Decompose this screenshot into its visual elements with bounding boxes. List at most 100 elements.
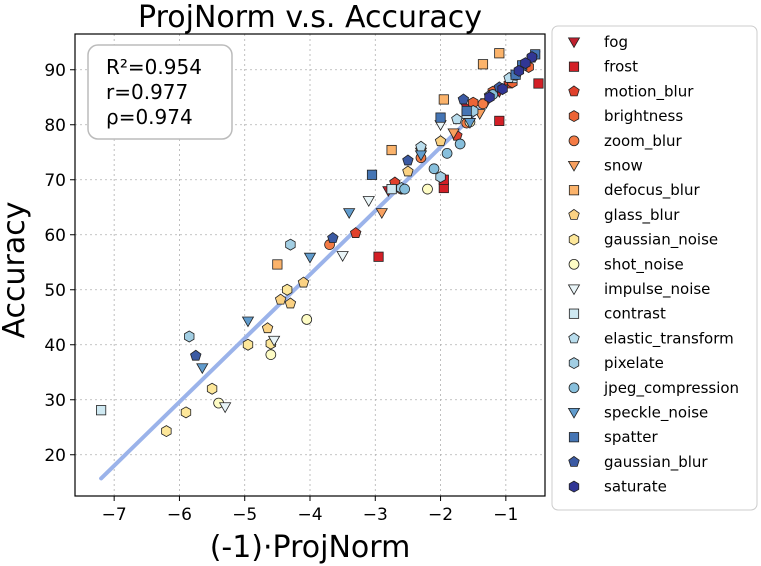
legend-item: defocus_blur xyxy=(568,181,700,200)
stats-pearson-r: r=0.977 xyxy=(106,80,188,104)
legend-marker xyxy=(568,85,580,97)
legend-item: snow xyxy=(567,157,643,175)
data-point xyxy=(375,208,388,220)
legend-label: elastic_transform xyxy=(604,329,734,348)
y-tick-label: 90 xyxy=(44,61,66,81)
data-point xyxy=(190,349,202,361)
stats-box: R²=0.954 r=0.977 ρ=0.974 xyxy=(87,44,233,140)
legend-label: pixelate xyxy=(604,354,664,372)
legend-item: impulse_noise xyxy=(567,280,710,299)
data-point xyxy=(494,115,505,126)
series-gaussian-noise xyxy=(161,283,293,438)
data-point xyxy=(520,57,531,70)
legend-item: frost xyxy=(568,58,638,76)
x-tick-label: −3 xyxy=(363,505,388,525)
series-pixelate xyxy=(184,105,479,343)
y-axis-title: Accuracy xyxy=(0,202,32,339)
legend-marker xyxy=(568,258,580,270)
data-point xyxy=(477,98,489,110)
series-speckle-noise xyxy=(196,118,477,375)
data-point xyxy=(284,297,297,309)
legend-marker xyxy=(568,233,580,246)
data-point xyxy=(415,140,427,152)
legend-marker xyxy=(568,110,580,123)
y-tick-label: 50 xyxy=(44,281,66,301)
data-point xyxy=(336,251,349,262)
data-point xyxy=(267,335,281,347)
legend-marker xyxy=(568,308,580,319)
stats-box-frame xyxy=(87,44,233,140)
data-point xyxy=(497,83,508,95)
legend-marker xyxy=(568,357,580,370)
data-point xyxy=(451,113,463,125)
legend-item: spatter xyxy=(568,428,659,446)
y-tick-label: 40 xyxy=(44,336,66,356)
data-point xyxy=(477,59,489,70)
legend-marker xyxy=(568,480,580,493)
data-point xyxy=(180,406,192,419)
legend-marker xyxy=(568,135,580,147)
data-point xyxy=(494,48,505,59)
legend-item: gaussian_blur xyxy=(568,453,708,472)
legend-marker xyxy=(567,284,581,296)
legend-marker xyxy=(567,407,581,419)
legend-label: glass_blur xyxy=(604,206,680,225)
legend-marker xyxy=(568,432,580,443)
data-point xyxy=(281,283,293,296)
data-point xyxy=(261,322,274,334)
series-glass-blur xyxy=(261,135,447,334)
legend-marker xyxy=(568,332,580,344)
x-axis-title: (-1)·ProjNorm xyxy=(210,530,411,565)
data-point xyxy=(461,105,472,117)
legend-item: glass_blur xyxy=(568,206,680,225)
x-tick-label: −2 xyxy=(428,505,453,525)
data-point xyxy=(342,208,356,220)
x-tick-label: −6 xyxy=(167,505,192,525)
series-frost xyxy=(373,78,544,262)
series-impulse-noise xyxy=(218,84,509,414)
legend-label: speckle_noise xyxy=(604,404,708,423)
data-point xyxy=(513,64,525,77)
legend-label: contrast xyxy=(604,305,666,323)
legend-item: brightness xyxy=(568,107,683,125)
data-point xyxy=(435,112,446,123)
data-point xyxy=(366,169,378,180)
series-saturate xyxy=(484,51,538,104)
legend-item: contrast xyxy=(568,305,666,323)
x-tick-label: −7 xyxy=(102,505,127,525)
legend-label: brightness xyxy=(604,107,683,125)
data-point xyxy=(435,171,446,183)
data-point xyxy=(373,251,384,262)
legend-item: motion_blur xyxy=(568,82,694,101)
data-point xyxy=(303,252,317,264)
data-point xyxy=(272,259,283,270)
legend-marker xyxy=(568,185,580,196)
data-point xyxy=(96,405,107,416)
data-point xyxy=(447,128,460,140)
data-point xyxy=(533,78,544,89)
data-point xyxy=(161,425,172,438)
legend-marker xyxy=(567,37,581,49)
legend-label: zoom_blur xyxy=(604,132,683,151)
legend-label: saturate xyxy=(604,478,667,496)
data-point xyxy=(402,154,414,166)
x-tick-label: −1 xyxy=(493,505,518,525)
legend-marker xyxy=(568,61,580,72)
legend-marker xyxy=(567,160,581,172)
x-tick-label: −5 xyxy=(232,505,257,525)
data-point xyxy=(218,402,232,414)
data-point xyxy=(428,163,440,175)
data-point xyxy=(301,314,313,325)
legend-label: spatter xyxy=(604,428,659,446)
stats-spearman-rho: ρ=0.974 xyxy=(106,105,193,129)
data-point xyxy=(265,349,277,360)
legend-label: defocus_blur xyxy=(604,181,700,200)
data-point xyxy=(297,276,310,288)
legend-item: speckle_noise xyxy=(567,404,708,423)
legend-label: motion_blur xyxy=(604,82,694,101)
y-tick-label: 20 xyxy=(44,446,66,466)
legend-label: frost xyxy=(604,58,638,76)
data-point xyxy=(274,293,287,305)
legend-item: zoom_blur xyxy=(568,132,683,151)
legend-label: jpeg_compression xyxy=(603,379,739,398)
